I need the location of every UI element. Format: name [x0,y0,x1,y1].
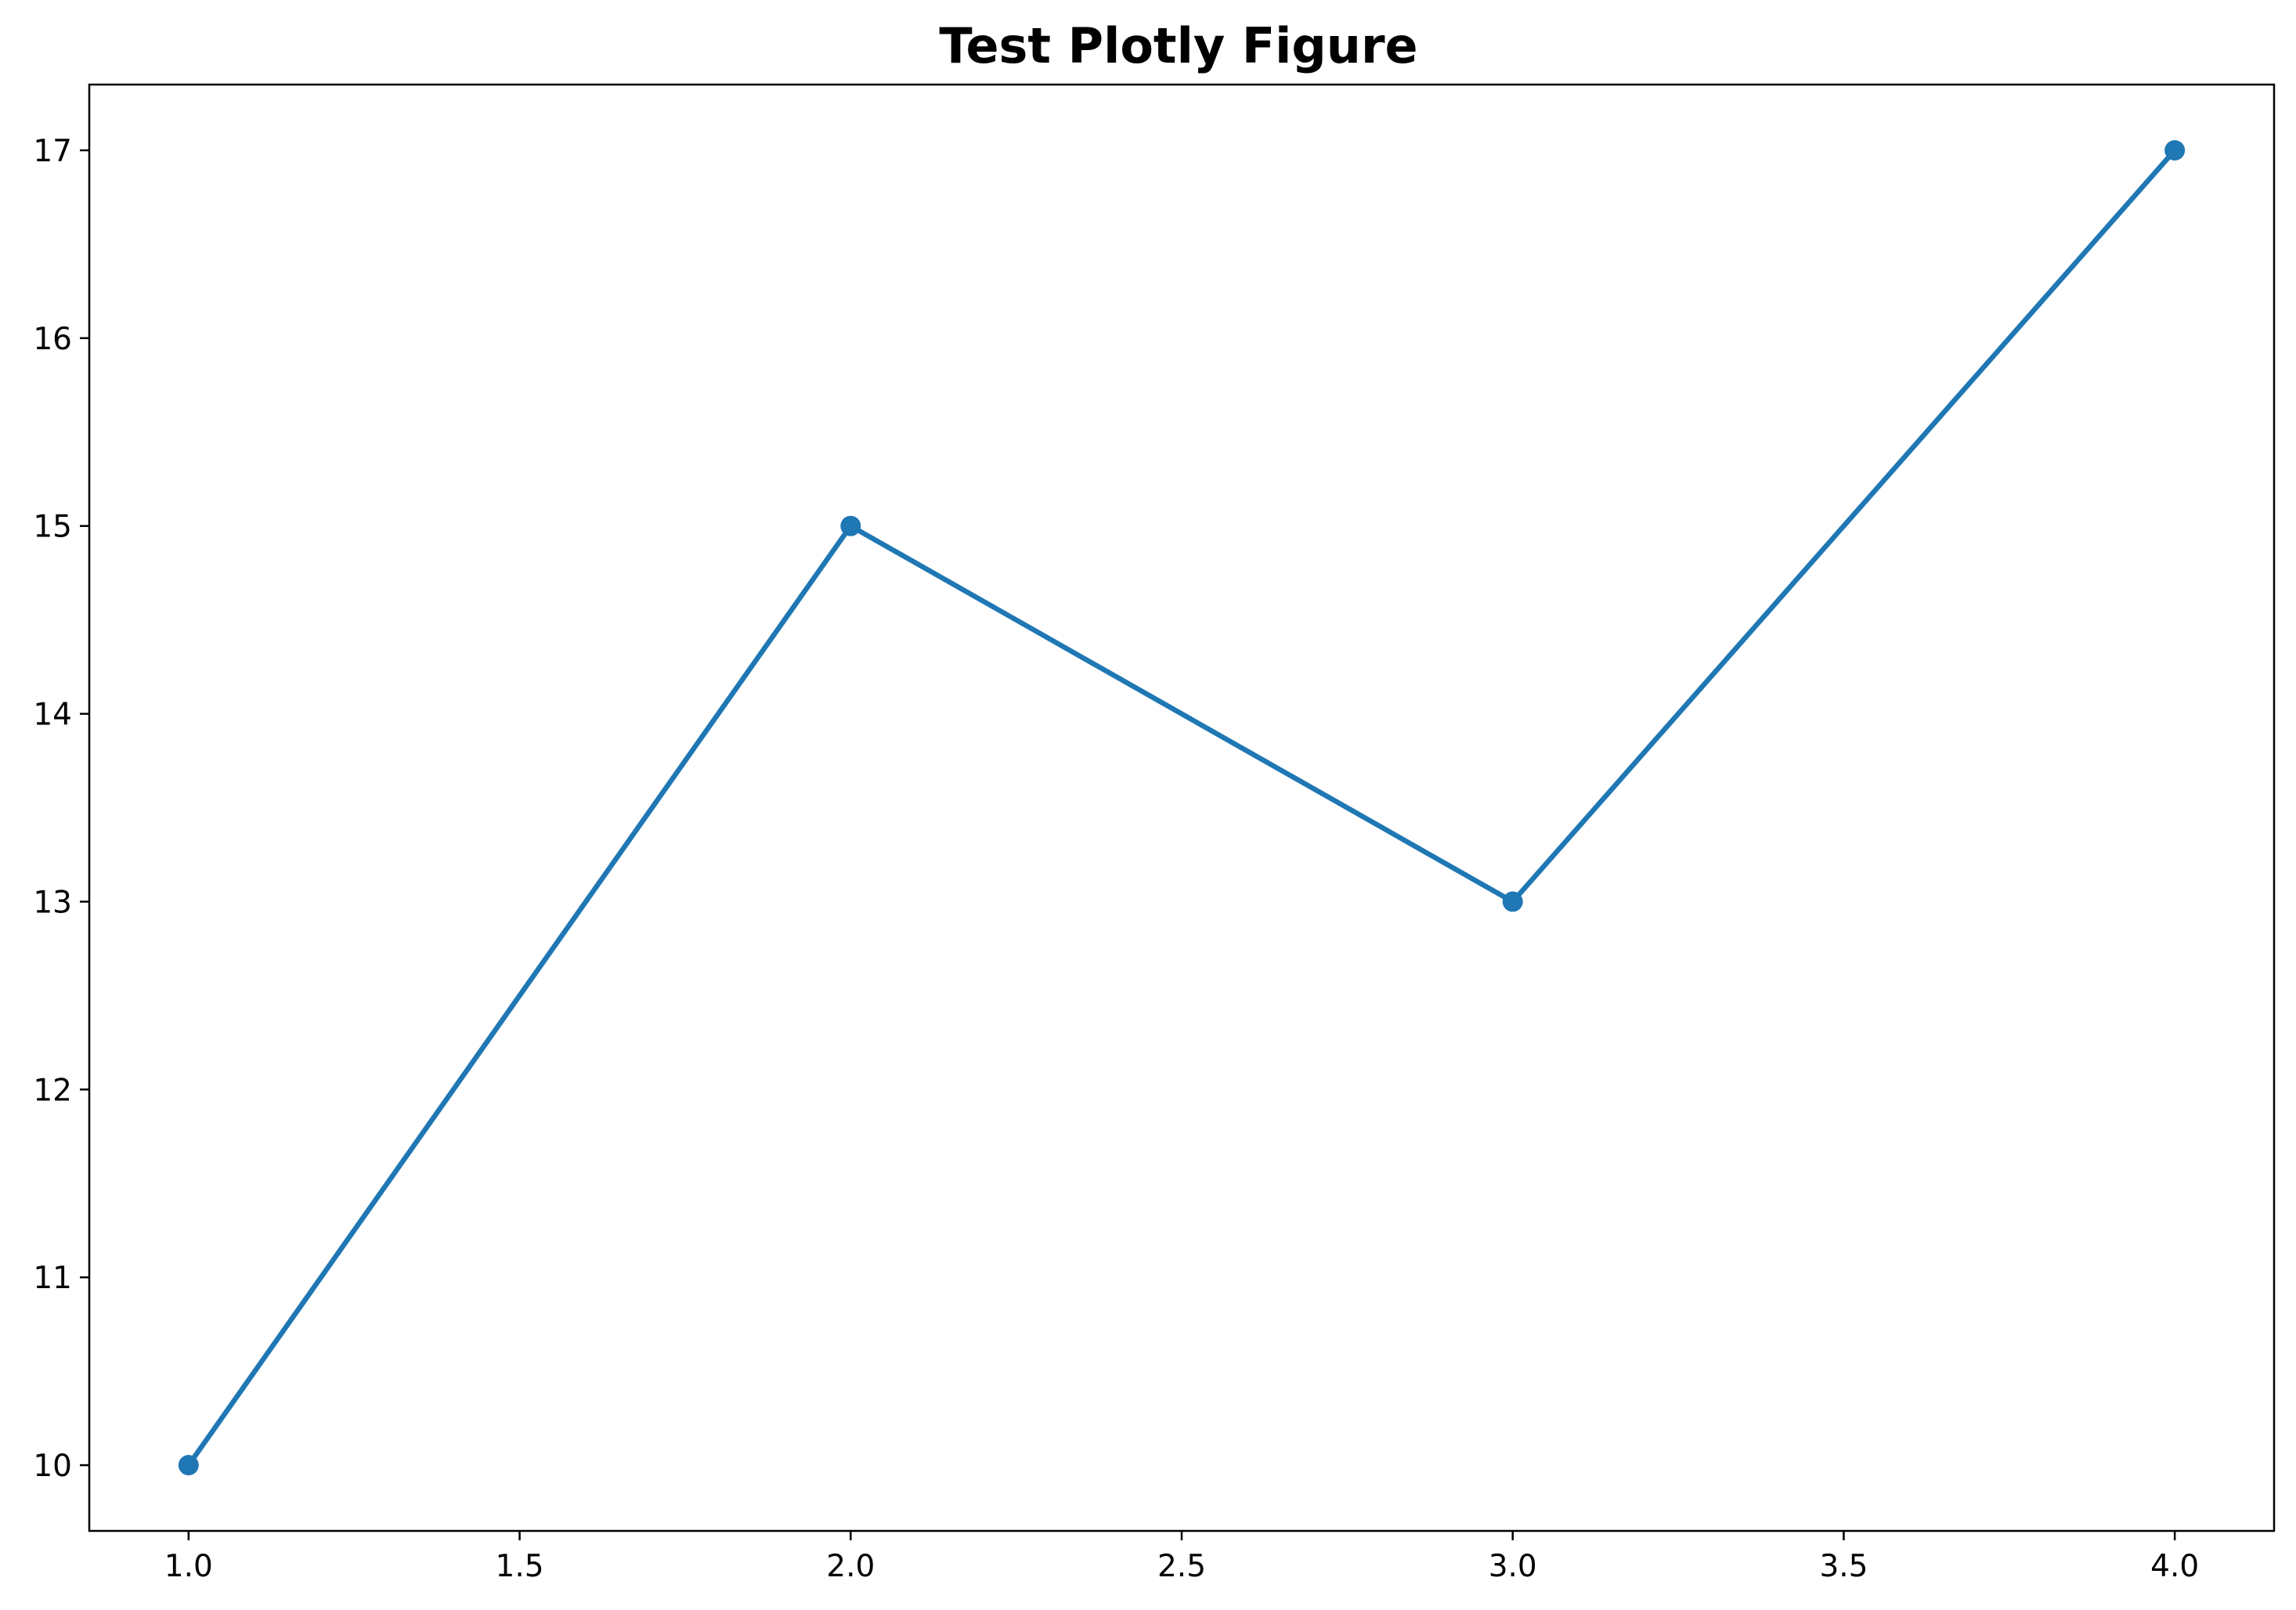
x-tick-label: 2.0 [826,1549,875,1584]
data-point [2164,139,2186,161]
y-tick-label: 14 [33,698,72,733]
data-point [178,1455,199,1476]
data-point [840,515,861,536]
data-point [1502,891,1523,912]
chart-title: Test Plotly Figure [939,17,1418,74]
x-tick-label: 1.5 [496,1549,544,1584]
x-tick-label: 3.0 [1489,1549,1537,1584]
x-tick-label: 3.5 [1819,1549,1868,1584]
axes-frame [88,83,2276,1532]
y-tick-label: 11 [33,1261,72,1296]
x-tick-label: 4.0 [2150,1549,2199,1584]
x-tick-label: 1.0 [164,1549,213,1584]
y-tick-label: 10 [33,1449,72,1484]
y-tick-label: 17 [33,134,72,169]
y-tick-label: 12 [33,1073,72,1108]
y-tick-label: 15 [33,510,72,545]
series-line [186,147,2178,1468]
x-tick-label: 2.5 [1157,1549,1206,1584]
y-tick-label: 13 [33,885,72,920]
y-tick-label: 16 [33,322,72,357]
